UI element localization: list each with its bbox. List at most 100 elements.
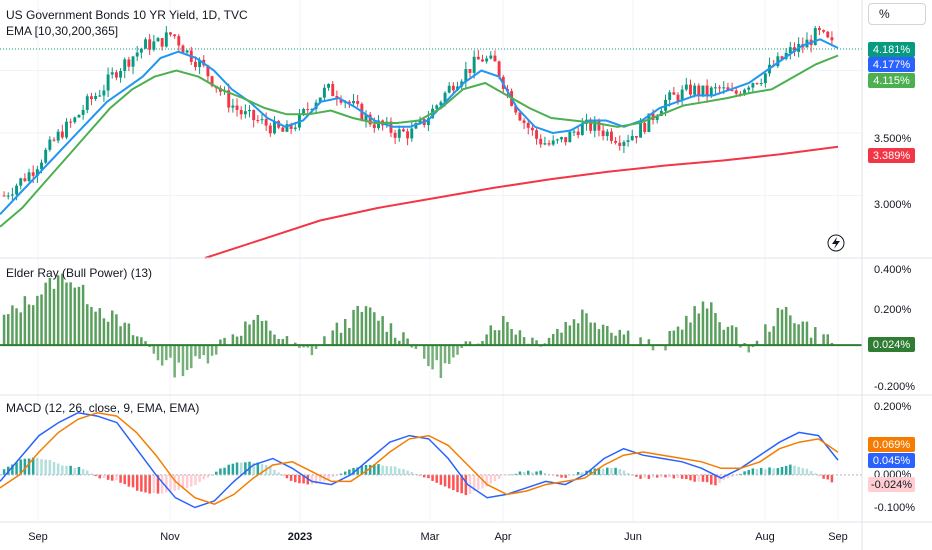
macd-histogram-bar	[98, 474, 102, 479]
elder-bar	[310, 345, 314, 356]
elder-bar	[368, 307, 372, 346]
macd-histogram-bar	[214, 471, 218, 475]
percent-button[interactable]: %	[868, 3, 926, 25]
macd-histogram-bar	[618, 469, 622, 475]
elder-bar	[260, 321, 264, 346]
candle-body	[614, 140, 618, 143]
candle-body	[160, 38, 164, 47]
candle-body	[718, 87, 722, 89]
elder-bar	[165, 345, 168, 361]
candle-body	[169, 32, 172, 35]
macd-histogram-bar	[302, 474, 305, 484]
macd-histogram-bar	[165, 474, 168, 493]
elder-bar	[481, 341, 484, 346]
elder-bar	[556, 328, 559, 346]
macd-histogram-bar	[381, 465, 384, 475]
macd-histogram-bar	[460, 474, 463, 494]
candle-body	[589, 119, 593, 131]
elder-bar	[414, 345, 418, 350]
elder-bar	[443, 345, 447, 364]
elder-bar	[185, 345, 189, 371]
lightning-icon	[827, 234, 845, 252]
macd-histogram-bar	[368, 464, 372, 475]
macd-histogram-bar	[94, 474, 97, 477]
macd-histogram-bar	[672, 474, 676, 479]
candle-body	[813, 28, 817, 46]
macd-histogram-bar	[614, 467, 617, 475]
macd-histogram-bar	[202, 474, 206, 480]
macd-histogram-bar	[185, 474, 189, 488]
elder-bar	[115, 314, 118, 346]
candle-body	[730, 90, 734, 92]
macd-histogram-bar	[352, 467, 355, 475]
macd-histogram-bar	[751, 468, 755, 475]
macd-histogram-bar	[219, 468, 222, 475]
elder-bar	[381, 316, 384, 346]
elder-bar	[410, 345, 414, 348]
x-tick-label: Mar	[420, 531, 440, 543]
ema-label[interactable]: EMA [10,30,200,365]	[6, 24, 119, 38]
candle-body	[56, 131, 60, 141]
macd-histogram-bar	[730, 474, 734, 477]
macd-histogram	[0, 457, 862, 496]
elder-bar	[701, 301, 705, 346]
elder-bar	[822, 334, 825, 346]
elder-bar	[710, 302, 713, 346]
candle-body	[701, 85, 705, 95]
macd-histogram-bar	[364, 464, 368, 475]
macd-histogram-bar	[198, 474, 201, 483]
elder-bar	[285, 336, 289, 346]
elder-ray-label[interactable]: Elder Ray (Bull Power) (13)	[6, 266, 153, 280]
macd-tick-label: -0.100%	[874, 502, 915, 514]
macd-histogram-bar	[626, 472, 630, 475]
elder-bar	[647, 339, 651, 346]
candle-body	[497, 61, 501, 77]
x-tick-label: 2023	[287, 531, 313, 543]
candle-body	[77, 114, 81, 118]
macd-histogram-bar	[410, 472, 414, 475]
elder-bar	[102, 318, 106, 346]
candle-body	[144, 39, 147, 49]
candle-body	[639, 122, 643, 138]
candle-body	[572, 131, 576, 133]
candle-body	[481, 59, 484, 62]
macd-histogram-bar	[244, 462, 247, 475]
elder-bar	[256, 314, 260, 346]
macd-histogram-bar	[493, 474, 497, 482]
macd-histogram-bar	[252, 462, 255, 475]
elder-bar	[464, 341, 468, 346]
elder-bar	[98, 308, 102, 346]
elder-bar	[689, 322, 692, 346]
candle-body	[697, 85, 701, 95]
candle-body	[181, 45, 185, 53]
candle-body	[252, 109, 256, 121]
elder-bar	[198, 345, 201, 359]
macd-label[interactable]: MACD (12, 26, close, 9, EMA, EMA)	[6, 401, 200, 415]
elder-bar	[789, 315, 792, 346]
candle-body	[780, 56, 784, 59]
macd-histogram-bar	[531, 472, 534, 475]
elder-value-tag: 0.024%	[868, 337, 915, 352]
macd-histogram-bar	[269, 466, 272, 475]
candle-body	[485, 58, 489, 62]
macd-histogram-bar	[680, 474, 684, 479]
macd-histogram-bar	[314, 474, 318, 484]
candle-body	[48, 139, 52, 150]
candle-body	[10, 194, 14, 196]
macd-histogram-bar	[510, 474, 513, 476]
candle-body	[668, 92, 672, 100]
elder-bar	[40, 294, 43, 346]
elder-bar	[780, 309, 784, 346]
ema200-tag: 3.389%	[868, 148, 915, 163]
macd-line-signal	[0, 412, 839, 506]
elder-bar	[264, 320, 268, 346]
candle-body	[331, 84, 335, 97]
candle-body	[106, 74, 110, 91]
x-tick-label: Aug	[755, 531, 775, 543]
macd-tag: 0.045%	[868, 453, 915, 468]
candle-body	[693, 85, 697, 95]
macd-histogram-bar	[477, 474, 480, 490]
elder-bar	[585, 313, 588, 346]
